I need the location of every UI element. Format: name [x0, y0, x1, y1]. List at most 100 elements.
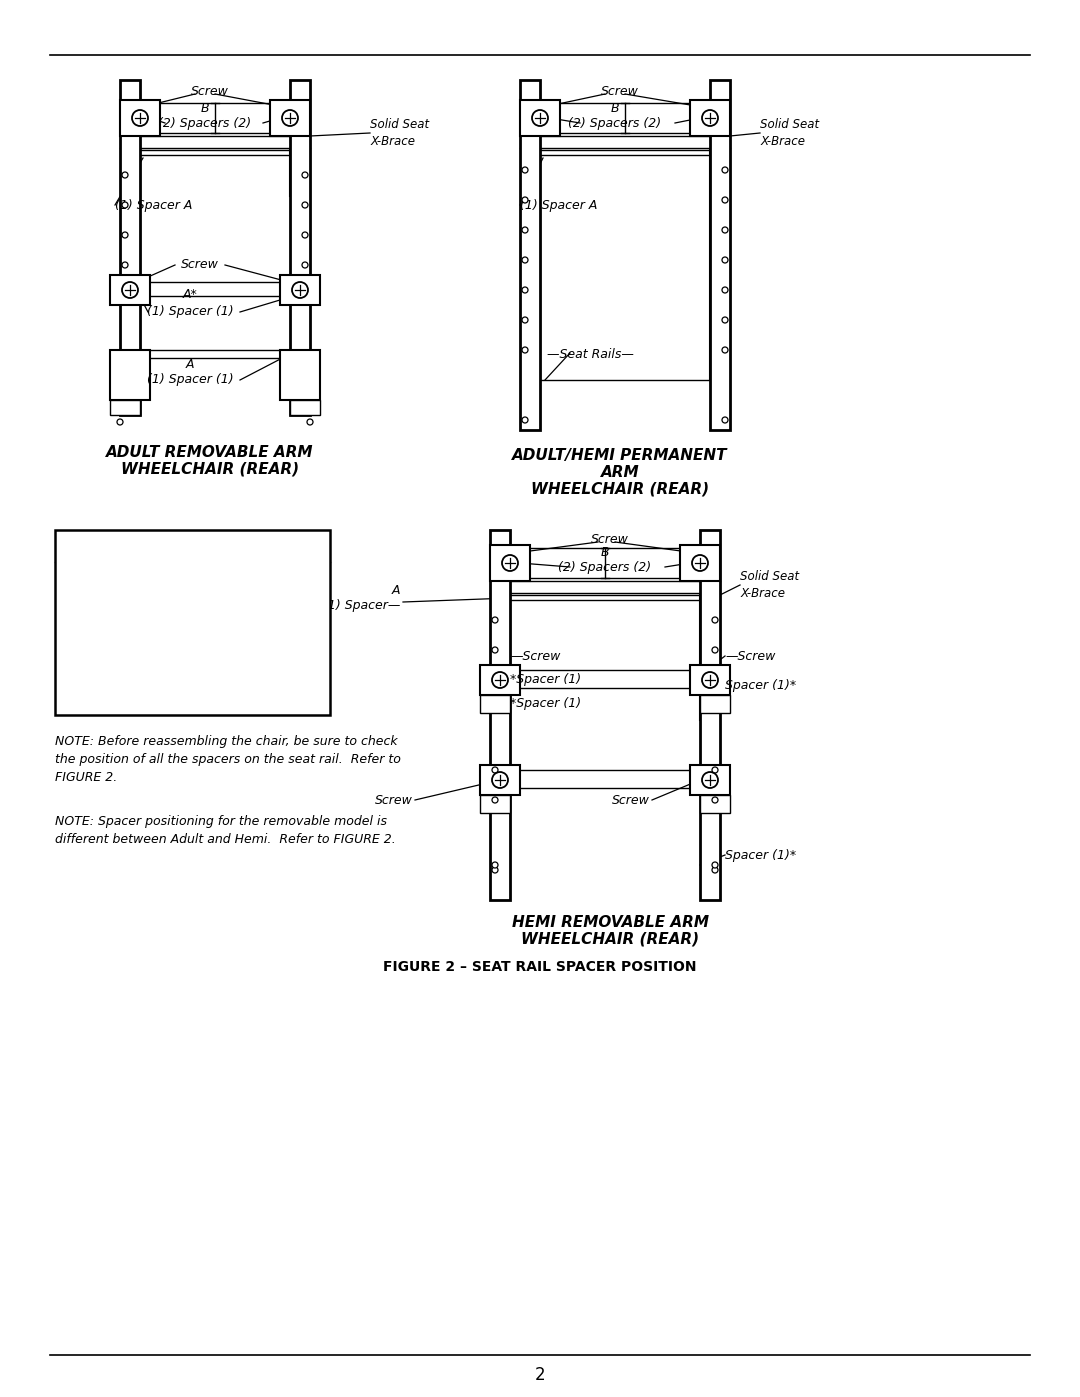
Bar [120, 80, 140, 415]
Circle shape [712, 767, 718, 773]
Circle shape [522, 286, 528, 293]
Text: *NOTE: These are the original
spacers and remain on the chair
in their current l: *NOTE: These are the original spacers an… [67, 612, 270, 661]
Circle shape [522, 197, 528, 203]
Circle shape [702, 110, 718, 126]
Circle shape [723, 416, 728, 423]
Circle shape [302, 172, 308, 177]
Circle shape [492, 617, 498, 623]
Circle shape [292, 282, 308, 298]
Text: NOTE: Spacer positioning for the removable model is
different between Adult and : NOTE: Spacer positioning for the removab… [55, 814, 395, 847]
Text: (2) Spacers (2): (2) Spacers (2) [558, 560, 651, 574]
Circle shape [492, 773, 508, 788]
Text: —Screw: —Screw [725, 650, 775, 662]
Text: Solid Seat
X-Brace: Solid Seat X-Brace [760, 117, 819, 148]
Circle shape [522, 257, 528, 263]
Bar [110, 400, 140, 415]
Text: B: B [610, 102, 619, 115]
Circle shape [702, 773, 718, 788]
Bar [150, 103, 280, 133]
Text: Screw: Screw [191, 85, 229, 98]
Circle shape [532, 110, 548, 126]
Circle shape [302, 263, 308, 268]
Text: Solid Seat
X-Brace: Solid Seat X-Brace [370, 117, 429, 148]
Circle shape [522, 346, 528, 353]
Text: *Spacer (1): *Spacer (1) [510, 673, 581, 686]
Circle shape [122, 172, 129, 177]
Circle shape [302, 232, 308, 237]
Circle shape [712, 647, 718, 652]
Text: Solid Seat
X-Brace: Solid Seat X-Brace [740, 570, 799, 599]
Text: 2: 2 [535, 1366, 545, 1384]
Bar [480, 694, 510, 712]
Circle shape [712, 862, 718, 868]
Bar [519, 548, 690, 578]
Bar [120, 101, 160, 136]
Bar [700, 694, 730, 712]
Circle shape [723, 168, 728, 173]
Text: B: B [201, 102, 210, 115]
Circle shape [522, 168, 528, 173]
Bar [710, 80, 730, 430]
Text: Screw: Screw [181, 258, 219, 271]
Bar [550, 103, 700, 133]
Bar [690, 665, 730, 694]
Text: HEMI REMOVABLE ARM: HEMI REMOVABLE ARM [512, 915, 708, 930]
Circle shape [712, 798, 718, 803]
Circle shape [492, 868, 498, 873]
Text: (1) Spacer (1): (1) Spacer (1) [147, 373, 233, 387]
Circle shape [492, 767, 498, 773]
Text: WHEELCHAIR (REAR): WHEELCHAIR (REAR) [531, 482, 710, 497]
Circle shape [723, 257, 728, 263]
Bar [490, 545, 530, 581]
Bar [291, 80, 310, 415]
Circle shape [502, 555, 518, 571]
Circle shape [492, 647, 498, 652]
Circle shape [122, 232, 129, 237]
Bar [270, 101, 310, 136]
Text: NOTE: Before reassembling the chair, be sure to check
the position of all the sp: NOTE: Before reassembling the chair, be … [55, 735, 401, 784]
Bar [519, 80, 540, 430]
Text: Screw: Screw [591, 534, 629, 546]
Text: WHEELCHAIR (REAR): WHEELCHAIR (REAR) [121, 462, 299, 476]
Bar [280, 351, 320, 400]
Text: FIGURE 2 – SEAT RAIL SPACER POSITION: FIGURE 2 – SEAT RAIL SPACER POSITION [383, 960, 697, 974]
Circle shape [723, 317, 728, 323]
Text: —Screw: —Screw [510, 650, 561, 662]
Circle shape [723, 197, 728, 203]
Bar [700, 795, 730, 813]
Text: B: B [600, 545, 609, 559]
Text: (1) Spacer A: (1) Spacer A [519, 198, 597, 211]
Circle shape [307, 419, 313, 425]
Text: A: A [186, 359, 194, 372]
Bar [110, 275, 150, 305]
Bar [480, 766, 519, 795]
Bar [700, 529, 720, 900]
Bar [55, 529, 330, 715]
Text: (1) Spacer—: (1) Spacer— [323, 598, 400, 612]
Bar [110, 351, 150, 400]
Text: *Spacer (1): *Spacer (1) [510, 697, 581, 710]
Text: ARM: ARM [600, 465, 639, 481]
Text: A: A [391, 584, 400, 597]
Text: WHEELCHAIR (REAR): WHEELCHAIR (REAR) [521, 932, 699, 947]
Text: ADULT/HEMI PERMANENT: ADULT/HEMI PERMANENT [512, 448, 728, 462]
Circle shape [522, 317, 528, 323]
Text: A*: A* [183, 289, 198, 302]
Bar [680, 545, 720, 581]
Text: A = 31/32-inch: A = 31/32-inch [67, 570, 171, 584]
Text: Spacer (1)*: Spacer (1)* [725, 679, 796, 692]
Circle shape [302, 203, 308, 208]
Circle shape [522, 416, 528, 423]
Text: —Seat Rails—: —Seat Rails— [546, 348, 634, 362]
Circle shape [132, 110, 148, 126]
Circle shape [122, 282, 138, 298]
Text: Screw: Screw [612, 793, 650, 806]
Text: B = 7/16-inch: B = 7/16-inch [67, 588, 162, 602]
Circle shape [522, 226, 528, 233]
Text: Screw: Screw [375, 793, 413, 806]
Bar [480, 795, 510, 813]
Text: (2) Spacers (2): (2) Spacers (2) [159, 116, 252, 130]
Bar [291, 400, 320, 415]
Text: SPACER LENGTH: SPACER LENGTH [67, 545, 206, 560]
Circle shape [492, 798, 498, 803]
